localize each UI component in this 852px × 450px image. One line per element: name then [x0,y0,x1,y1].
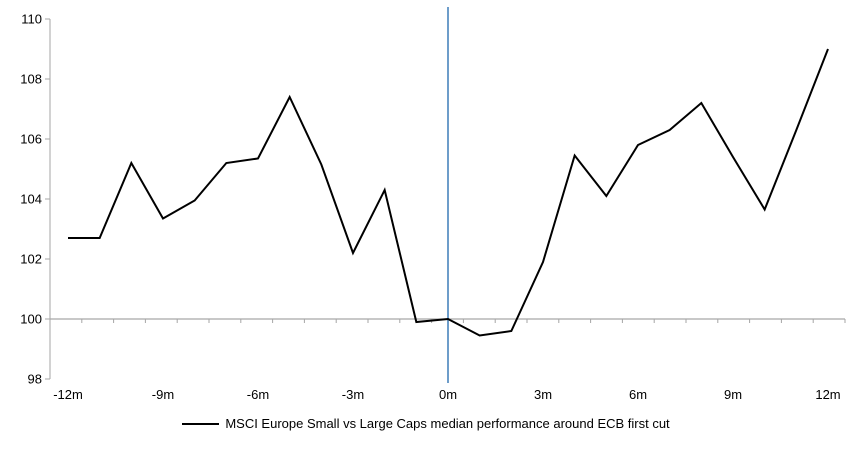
legend-label: MSCI Europe Small vs Large Caps median p… [225,416,670,431]
x-axis-tick-label: -6m [247,387,269,402]
x-axis-tick-label: 9m [724,387,742,402]
legend: MSCI Europe Small vs Large Caps median p… [0,416,852,431]
x-axis-tick-label: 12m [815,387,840,402]
y-axis-tick-label: 108 [20,72,42,87]
y-axis-tick-label: 102 [20,252,42,267]
x-axis-tick-label: -9m [152,387,174,402]
x-axis-tick-label: 0m [439,387,457,402]
legend-line-swatch [182,422,220,425]
y-axis-tick-label: 110 [21,12,42,27]
x-axis-tick-label: -12m [53,387,83,402]
x-axis-tick-label: 3m [534,387,552,402]
x-axis-tick-label: 6m [629,387,647,402]
series-line [68,48,829,337]
y-axis-tick-label: 106 [20,132,42,147]
x-axis-tick-label: -3m [342,387,364,402]
y-axis-tick-label: 98 [28,372,42,387]
y-axis-tick-label: 100 [20,312,42,327]
y-axis-tick-label: 104 [20,192,42,207]
plot-area: 110 108 106 104 102 100 98 -12m -9m -6m -3m 0m 3m 6m 9… [20,7,846,402]
